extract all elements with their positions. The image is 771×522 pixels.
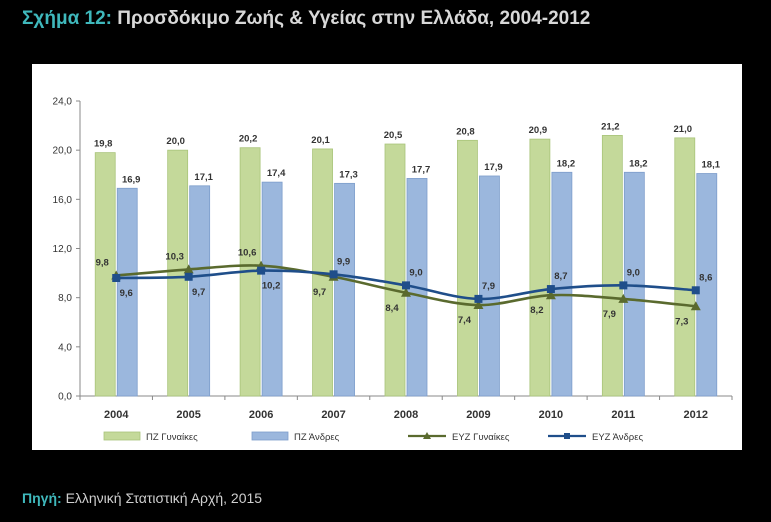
bar (457, 139, 478, 397)
line-point (184, 272, 193, 281)
line-point (183, 264, 194, 274)
line-point (473, 300, 484, 310)
bar (696, 173, 718, 397)
bar (479, 175, 500, 397)
x-tick-label: 2009 (466, 409, 490, 421)
line-data-label: 8,2 (530, 305, 543, 316)
line-data-label: 9,8 (96, 258, 109, 269)
line-data-label: 7,4 (458, 315, 472, 326)
bar (674, 137, 696, 397)
bar (261, 181, 283, 397)
bar-data-label: 21,0 (674, 124, 693, 135)
line-point (691, 286, 700, 295)
source-label: Πηγή: (22, 490, 62, 506)
chart-panel: 0,0 4,0 8,0 12,0 16,0 20,0 24,0 2004 2005 2006 200… (32, 64, 742, 450)
bar-data-label: 20,9 (529, 125, 548, 136)
bar-data-label: 20,0 (166, 136, 185, 147)
bar-data-label: 20,1 (311, 135, 330, 146)
bar-data-label: 19,8 (94, 139, 113, 150)
line-data-label: 10,3 (165, 251, 184, 262)
bar-data-label: 17,3 (339, 169, 358, 180)
legend-label: ΕΥΖ Γυναίκες (452, 432, 510, 443)
x-tick-label: 2012 (684, 409, 708, 421)
line-data-label: 9,0 (409, 267, 422, 278)
x-tick-label: 2005 (176, 409, 200, 421)
bar-data-label: 20,8 (456, 126, 475, 137)
line-point (618, 293, 629, 303)
line-data-label: 8,6 (699, 272, 712, 283)
x-tick-label: 2010 (539, 409, 563, 421)
legend-swatch (103, 431, 141, 441)
bar-data-label: 17,9 (484, 162, 503, 173)
figure-number: Σχήμα 12: (22, 8, 112, 29)
legend-marker (564, 433, 570, 439)
bar-data-label: 18,1 (702, 160, 721, 171)
bar (529, 138, 551, 397)
bar-data-label: 16,9 (122, 174, 141, 185)
line-data-label: 8,7 (554, 271, 567, 282)
y-tick-label: 0,0 (58, 392, 72, 403)
bar-data-label: 20,2 (239, 134, 258, 145)
chart: 0,0 4,0 8,0 12,0 16,0 20,0 24,0 2004 2005 2006 200… (53, 97, 733, 443)
y-tick-label: 8,0 (58, 293, 72, 304)
bar (601, 135, 623, 397)
bar (189, 185, 211, 397)
line-point (474, 294, 483, 303)
line-data-label: 7,3 (675, 316, 688, 327)
bar (334, 182, 355, 397)
x-tick-label: 2006 (249, 409, 273, 421)
line-point (112, 274, 121, 282)
y-tick-label: 20,0 (53, 146, 73, 157)
x-tick-label: 2008 (394, 409, 418, 421)
line-data-label: 8,4 (385, 303, 399, 314)
line-point (545, 290, 556, 300)
source-note: Πηγή: Ελληνική Στατιστική Αρχή, 2015 (22, 490, 262, 506)
line-data-label: 10,6 (238, 248, 257, 259)
page-title: Σχήμα 12: Προσδόκιμο Ζωής & Υγείας στην … (22, 8, 590, 30)
line-point (329, 270, 338, 279)
line-data-label: 10,2 (262, 281, 281, 292)
x-tick-label: 2011 (611, 409, 635, 421)
figure-title: Προσδόκιμο Ζωής & Υγείας στην Ελλάδα, 20… (117, 8, 591, 29)
line-point (690, 301, 701, 311)
legend-swatch (251, 431, 289, 441)
y-tick-label: 16,0 (53, 195, 73, 206)
x-tick-label: 2004 (104, 409, 129, 421)
line-data-label: 9,9 (337, 256, 350, 267)
line-data-label: 9,6 (120, 288, 133, 299)
line-data-label: 9,0 (627, 267, 640, 278)
line-data-label: 9,7 (313, 287, 326, 298)
line-point (257, 266, 266, 275)
bar (384, 143, 406, 397)
bar-data-label: 17,4 (267, 168, 286, 179)
legend-label: ΠΖ Γυναίκες (146, 432, 198, 443)
x-tick-label: 2007 (321, 409, 345, 421)
line-data-label: 7,9 (482, 281, 495, 292)
line-point (546, 285, 555, 294)
line-data-label: 7,9 (603, 309, 616, 320)
legend-label: ΠΖ Άνδρες (294, 432, 340, 443)
line-point (619, 281, 628, 290)
line-point (402, 281, 410, 290)
bar (551, 171, 573, 397)
y-tick-label: 4,0 (58, 342, 72, 353)
source-text: Ελληνική Στατιστική Αρχή, 2015 (65, 490, 263, 506)
legend-marker (423, 432, 431, 439)
bar-data-label: 18,2 (629, 158, 648, 169)
y-tick-label: 24,0 (53, 97, 73, 108)
bar (116, 187, 138, 397)
bar-data-label: 17,7 (412, 164, 431, 175)
line-data-label: 9,7 (192, 287, 205, 298)
bar-data-label: 21,2 (601, 121, 620, 132)
line-point (401, 287, 411, 297)
bar-data-label: 18,2 (557, 158, 576, 169)
legend-label: ΕΥΖ Άνδρες (592, 432, 643, 443)
bar-data-label: 20,5 (384, 130, 403, 141)
bar-data-label: 17,1 (194, 172, 213, 183)
y-tick-label: 12,0 (53, 244, 73, 255)
